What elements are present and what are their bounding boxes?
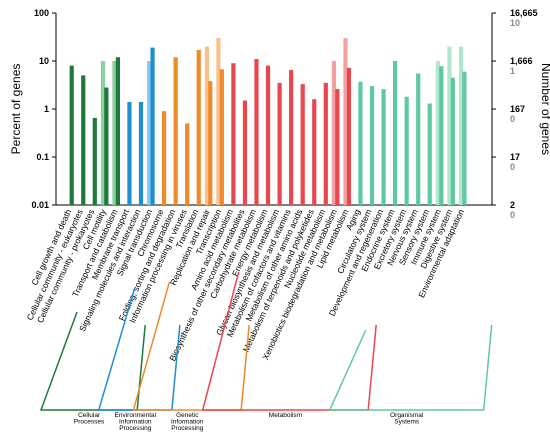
bar-dark [265,65,271,206]
bar-dark [312,99,317,205]
group-bracket [39,311,146,411]
group-label: Processes [74,419,105,426]
bar-dark [335,89,340,205]
y2-axis-title: Number of genes [539,63,550,155]
bar-dark [115,57,120,206]
bar-dark [92,117,97,205]
bar-dark [393,61,398,205]
bar-dark [369,86,375,205]
y-tick-label: 0.1 [36,152,49,162]
group-label: Organismal [390,412,424,419]
bar-dark [219,69,224,205]
bar-light [458,46,464,205]
bar-dark [323,82,328,205]
group-label: Cellular [78,412,101,419]
group-label: Information [171,419,204,426]
y-tick-label: 10 [39,56,49,66]
group-label: Genetic [176,412,199,419]
bar-light [216,38,221,206]
bar-dark [300,84,305,205]
bar-dark [127,101,132,205]
bar-dark [416,73,421,206]
bar-dark [358,81,363,205]
bar-dark [150,47,155,205]
y2-tick-label: 16,665 [510,8,538,18]
bar-dark [231,63,236,206]
y-tick-label: 1 [44,104,49,114]
group-label: Information [119,419,152,426]
bar-light [435,61,440,205]
bar-dark [173,57,178,206]
bar-dark [346,67,351,205]
y2-tick-label: 1,666 [510,56,533,66]
y2-tick-label: 2 [510,200,515,210]
bar-light [112,61,117,205]
group-label: Environmental [115,412,157,419]
bar-light [447,46,452,205]
bar-dark [427,103,432,205]
bar-light [343,38,348,206]
y2-tick-label: 167 [510,104,525,114]
bar-light [331,61,337,205]
y-axis-title: Percent of genes [9,64,23,155]
bars [69,38,467,206]
bar-dark [69,65,74,206]
bar-dark [404,96,409,205]
group-label: Systems [394,419,420,426]
group-bracket [132,281,250,411]
bar-light [204,46,209,205]
group-brackets: CellularProcessesEnvironmentalInformatio… [39,271,493,432]
bar-dark [289,69,294,205]
group-label: Processing [119,425,152,432]
bar-dark [381,89,386,205]
bar-dark [104,87,109,205]
y2-tick-label-secondary: 10 [510,18,520,28]
y-tick-label: 0.01 [31,200,49,210]
y2-tick-label-secondary: 0 [510,114,515,124]
bar-dark [462,71,467,205]
bar-dark [138,101,144,205]
bar-dark [450,77,455,205]
y-tick-label: 100 [34,8,49,18]
y2-tick-label-secondary: 0 [510,210,515,220]
bar-dark [81,75,86,206]
bar-light [147,61,152,205]
group-label: Processing [171,425,204,432]
bar-dark [439,66,444,205]
bar-dark [242,100,248,205]
bar-dark [185,123,190,205]
bar-dark [208,81,213,205]
bar-light [100,61,106,205]
y2-tick-label-secondary: 0 [510,162,515,172]
bar-dark [277,82,282,205]
bar-dark [196,49,201,206]
y2-tick-label-secondary: 1 [510,66,515,76]
category-label: Cellular community - eukaryotes [24,208,84,322]
group-bracket [201,271,377,411]
group-label: Metabolism [269,412,302,419]
bar-dark [254,59,259,205]
bar-dark [162,111,167,205]
y2-tick-label: 17 [510,152,520,162]
group-bracket [328,324,493,411]
